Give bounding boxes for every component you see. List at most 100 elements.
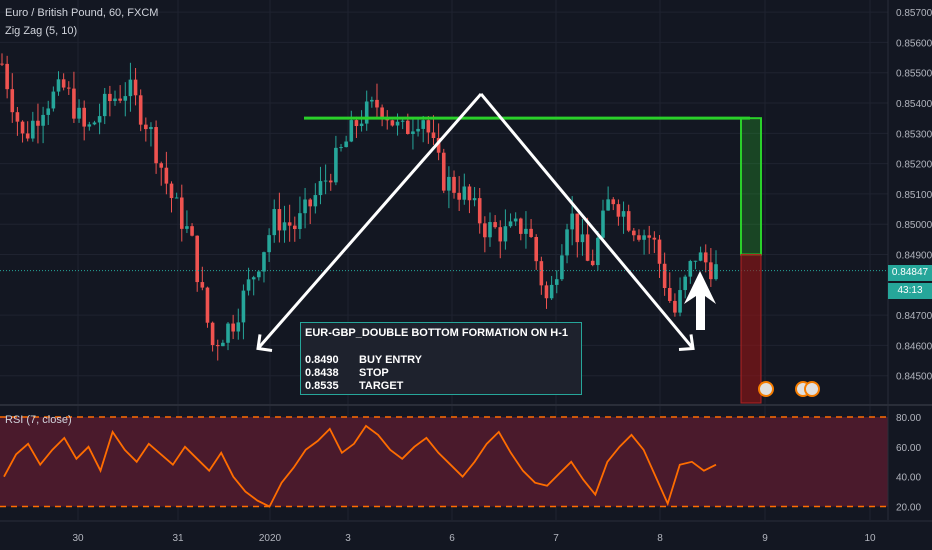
candle-body — [66, 87, 71, 89]
rsi-line — [3, 424, 717, 508]
candle-body — [493, 222, 497, 228]
candle-body — [688, 261, 693, 277]
candle-body — [416, 128, 420, 132]
candle-body — [662, 263, 667, 289]
candle-body — [565, 229, 569, 256]
candle-body — [405, 120, 410, 135]
rsi-pane — [0, 416, 888, 508]
candle-body — [200, 282, 205, 288]
candle-body — [575, 213, 580, 243]
candle-body — [92, 122, 97, 125]
indicator-label: Zig Zag (5, 10) — [5, 25, 78, 37]
candle-body — [292, 225, 297, 230]
candle-body — [128, 79, 133, 97]
candle-body — [226, 323, 230, 343]
candle-body — [328, 180, 333, 183]
candle-body — [308, 199, 313, 207]
candle-body — [190, 226, 194, 236]
candles — [0, 53, 718, 361]
price-tick-label: 0.85100 — [896, 190, 932, 201]
candle-body — [698, 252, 703, 261]
candle-body — [349, 120, 354, 142]
candle-body — [421, 120, 426, 129]
candle-body — [215, 345, 220, 347]
candle-body — [457, 192, 461, 200]
price-tick-label: 0.85500 — [896, 69, 932, 80]
info-label: BUY ENTRY — [359, 354, 422, 366]
candle-body — [554, 279, 559, 285]
candle-body — [159, 163, 164, 168]
candle-body — [370, 99, 374, 102]
candle-body — [395, 121, 400, 126]
candle-body — [570, 213, 574, 230]
candle-body — [488, 222, 492, 238]
rsi-tick-label: 40.00 — [896, 473, 921, 484]
candle-body — [138, 95, 143, 125]
event-marker-icon — [758, 381, 774, 397]
candle-body — [637, 235, 641, 240]
candle-body — [82, 107, 86, 127]
candle-body — [210, 322, 215, 346]
info-label: STOP — [359, 367, 389, 379]
candle-body — [323, 180, 328, 182]
candle-body — [354, 120, 359, 127]
candle-body — [498, 227, 503, 242]
candle-body — [544, 285, 549, 299]
candle-body — [5, 63, 9, 90]
candle-body — [560, 255, 564, 280]
info-value: 0.8490 — [305, 354, 339, 366]
candle-body — [683, 276, 687, 291]
candle-body — [611, 199, 616, 205]
price-tick-label: 0.85000 — [896, 220, 932, 231]
candle-body — [529, 228, 533, 238]
candle-body — [56, 79, 61, 92]
candle-body — [272, 209, 277, 236]
time-tick-label: 8 — [657, 533, 663, 544]
candle-body — [590, 260, 595, 266]
candle-body — [400, 120, 405, 122]
candle-body — [10, 89, 15, 113]
candle-body — [652, 237, 657, 240]
candle-body — [534, 237, 539, 262]
candle-body — [118, 98, 122, 101]
time-tick-label: 31 — [172, 533, 184, 544]
candle-body — [20, 121, 25, 134]
candle-body — [467, 186, 472, 201]
candle-body — [277, 209, 282, 231]
candle-body — [693, 260, 698, 262]
price-tick-label: 0.84600 — [896, 341, 932, 352]
candle-body — [97, 116, 102, 123]
target-zone — [740, 117, 762, 256]
candle-body — [113, 98, 117, 102]
candle-body — [164, 167, 169, 184]
info-row-target: 0.8535 TARGET — [305, 380, 403, 392]
price-tick-label: 0.85400 — [896, 99, 932, 110]
candle-body — [380, 107, 384, 118]
countdown-badge: 43:13 — [888, 283, 932, 299]
candle-body — [154, 127, 158, 164]
up-arrow-shaft — [696, 290, 705, 330]
info-row-stop: 0.8438 STOP — [305, 367, 389, 379]
candle-body — [287, 222, 292, 226]
candle-body — [344, 141, 348, 148]
candle-body — [426, 120, 431, 133]
rsi-tick-label: 60.00 — [896, 443, 921, 454]
candle-body — [15, 112, 20, 122]
candle-body — [267, 235, 271, 253]
candle-body — [46, 108, 51, 115]
candle-body — [236, 322, 241, 332]
info-value: 0.8438 — [305, 367, 339, 379]
info-label: TARGET — [359, 380, 404, 392]
candle-body — [452, 176, 456, 193]
candle-body — [334, 147, 338, 183]
candle-body — [179, 197, 184, 229]
candle-body — [601, 210, 605, 238]
candle-body — [282, 222, 287, 231]
candle-body — [441, 152, 446, 191]
time-tick-label: 7 — [553, 533, 559, 544]
zigzag-arrowhead — [678, 334, 695, 351]
zigzag-arrowhead — [256, 334, 273, 352]
candle-body — [390, 120, 395, 126]
candle-body — [195, 235, 199, 283]
info-row-entry: 0.8490 BUY ENTRY — [305, 354, 422, 366]
